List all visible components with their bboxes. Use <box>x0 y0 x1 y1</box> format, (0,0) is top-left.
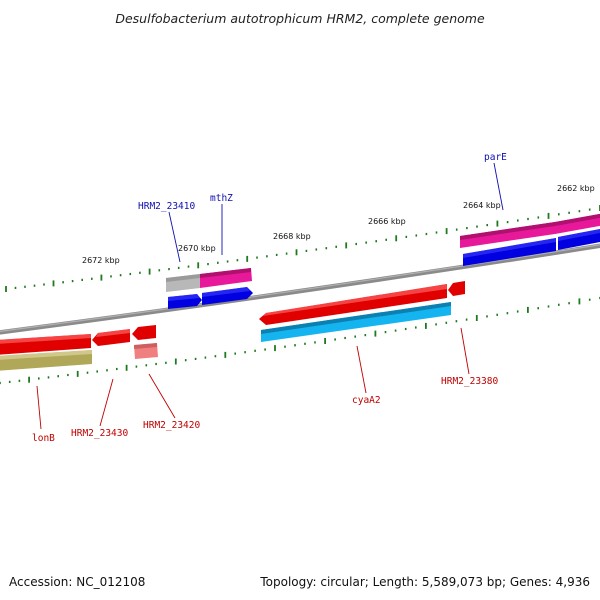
kbp-label-2672: 2672 kbp <box>82 256 120 265</box>
gene-parE-magenta-right[interactable] <box>555 213 600 234</box>
gene-hrm2-23410-blue[interactable] <box>168 294 202 309</box>
genome-backbone-highlight <box>0 244 600 332</box>
gene-hrm2-23420-red[interactable] <box>132 325 156 340</box>
label-mthZ[interactable]: mthZ <box>210 193 233 204</box>
label-parE[interactable]: parE <box>484 152 507 163</box>
label-hrm2-23420[interactable]: HRM2_23420 <box>143 420 200 431</box>
kbp-label-2666: 2666 kbp <box>368 217 406 226</box>
gene-lonB-red[interactable] <box>0 334 91 355</box>
kbp-label-2664: 2664 kbp <box>463 201 501 210</box>
kbp-label-2668: 2668 kbp <box>273 232 311 241</box>
kbp-label-2662: 2662 kbp <box>557 184 595 193</box>
label-hrm2-23380[interactable]: HRM2_23380 <box>441 376 498 387</box>
upper-tick-row <box>5 205 600 292</box>
label-leaders <box>36 162 504 430</box>
label-cyaA2[interactable]: cyaA2 <box>352 395 381 406</box>
gene-parE-magenta-left[interactable] <box>460 222 555 248</box>
kbp-label-2670: 2670 kbp <box>178 244 216 253</box>
lower-tick-row <box>0 296 600 385</box>
gene-hrm2-23420-salmon[interactable] <box>134 343 158 359</box>
gene-cyaA2-red[interactable] <box>259 284 447 325</box>
accession-text: Accession: NC_012108 <box>9 575 145 589</box>
gene-hrm2-23410-grey[interactable] <box>166 274 200 292</box>
genome-summary-text: Topology: circular; Length: 5,589,073 bp… <box>259 575 590 589</box>
gene-cyaA2-cyan[interactable] <box>261 302 451 342</box>
gene-mthz-blue[interactable] <box>202 287 253 305</box>
label-hrm2-23430[interactable]: HRM2_23430 <box>71 428 128 439</box>
gene-lonB-olive[interactable] <box>0 350 92 371</box>
genome-backbone <box>0 243 600 335</box>
map-title: Desulfobacterium autotrophicum HRM2, com… <box>115 11 485 26</box>
label-hrm2-23410[interactable]: HRM2_23410 <box>138 201 195 212</box>
gene-parE-blue-right[interactable] <box>558 228 600 250</box>
gene-parE-blue-left[interactable] <box>463 238 556 266</box>
gene-hrm2-23380-red[interactable] <box>448 281 465 296</box>
gene-mthz-magenta[interactable] <box>200 268 252 288</box>
label-lonB[interactable]: lonB <box>32 433 55 444</box>
gene-hrm2-23430-red[interactable] <box>92 329 130 346</box>
